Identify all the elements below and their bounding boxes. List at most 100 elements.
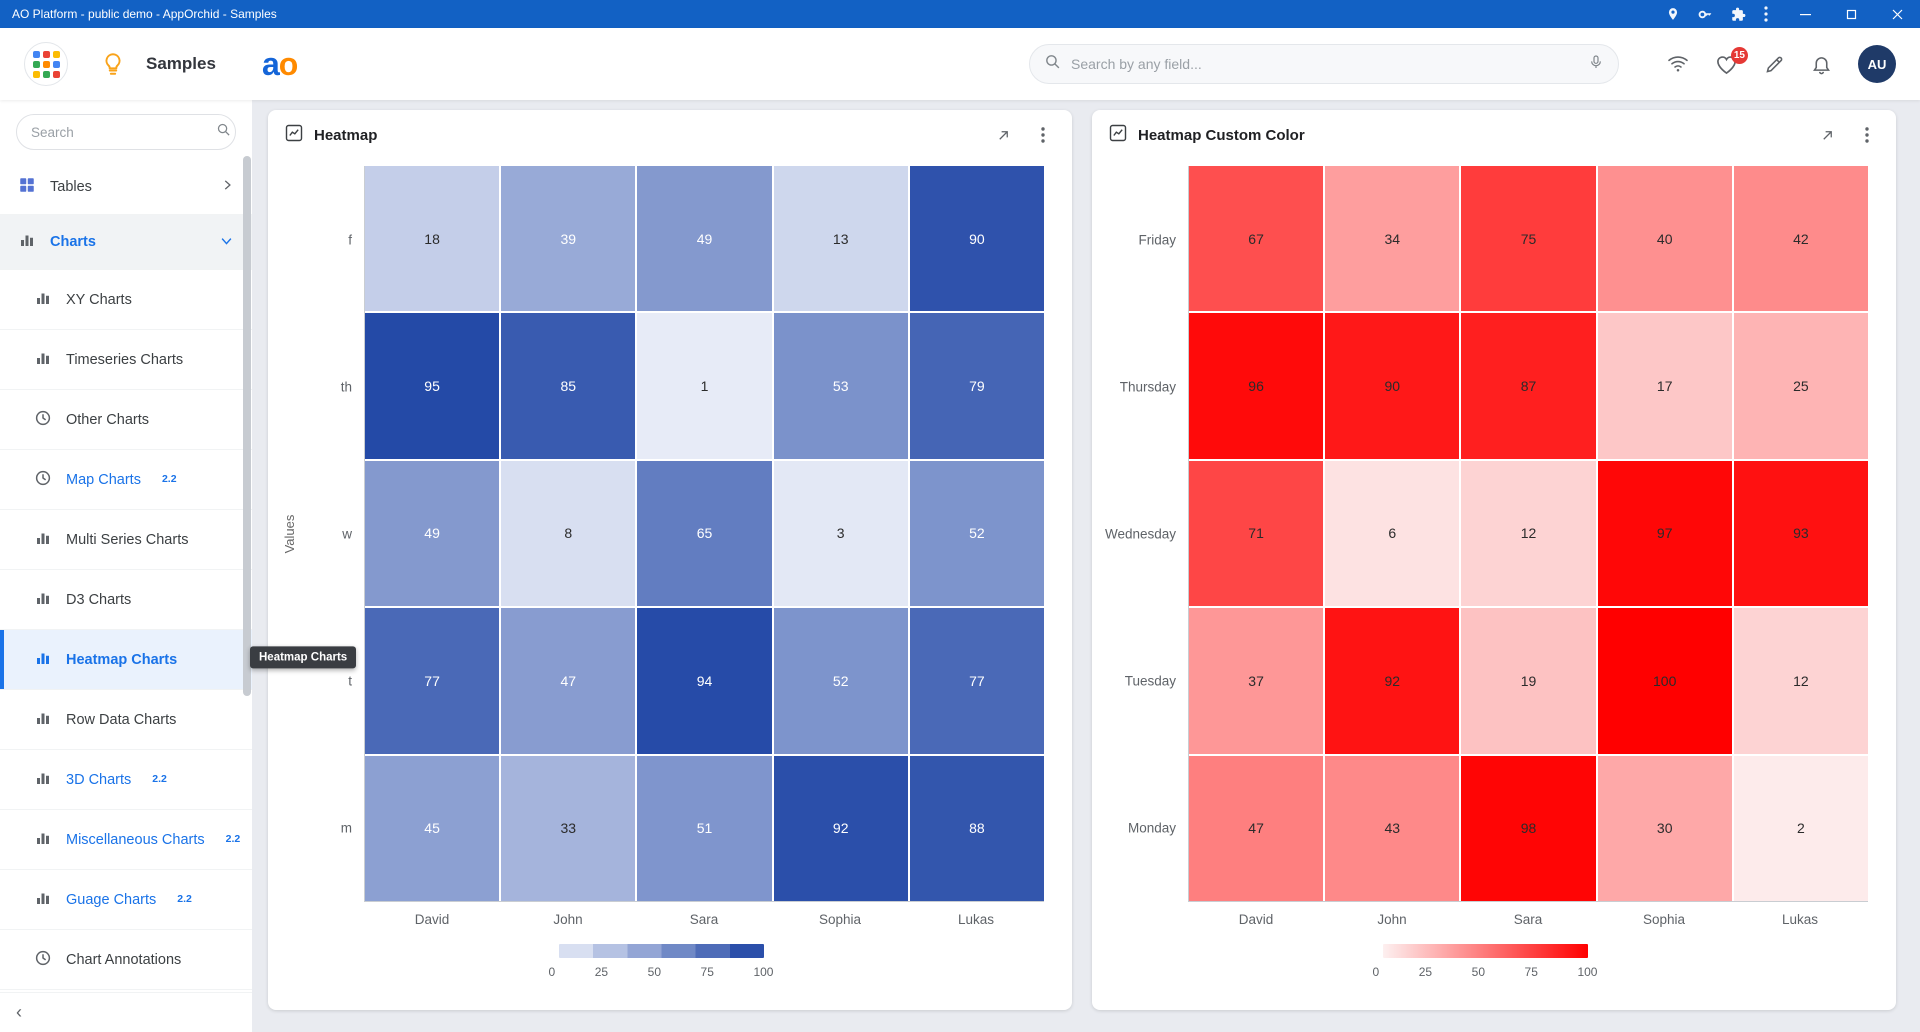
heatmap-cell[interactable]: 30 xyxy=(1597,755,1732,901)
heatmap-cell[interactable]: 92 xyxy=(773,755,908,901)
menu-kebab-icon[interactable] xyxy=(1764,6,1768,22)
x-axis-label: David xyxy=(414,912,450,927)
sidebar-item-guage-charts[interactable]: Guage Charts 2.2 xyxy=(0,870,252,930)
sidebar-search-input[interactable] xyxy=(31,124,208,140)
heatmap-cell[interactable]: 47 xyxy=(501,608,636,754)
heatmap-cell[interactable]: 47 xyxy=(1189,755,1324,901)
heatmap-cell[interactable]: 77 xyxy=(365,608,500,754)
expand-icon[interactable] xyxy=(990,122,1016,148)
heatmap-cell[interactable]: 52 xyxy=(773,608,908,754)
color-legend-gradient[interactable] xyxy=(558,944,764,958)
heatmap-cell[interactable]: 18 xyxy=(365,166,500,312)
sidebar-scrollbar[interactable] xyxy=(242,140,252,988)
extensions-icon[interactable] xyxy=(1731,7,1746,22)
sidebar-item-map-charts[interactable]: Map Charts 2.2 xyxy=(0,450,252,510)
heatmap-cell[interactable]: 6 xyxy=(1325,460,1460,607)
legend-tick-label: 0 xyxy=(1372,965,1380,979)
card-menu-kebab-icon[interactable] xyxy=(1854,122,1880,148)
tooltip: Heatmap Charts xyxy=(250,645,357,668)
sidebar-item-heatmap-charts[interactable]: Heatmap Charts Heatmap Charts xyxy=(0,630,357,690)
sidebar-item-xy-charts[interactable]: XY Charts xyxy=(0,270,252,330)
sidebar-item-chart-annotations[interactable]: Chart Annotations xyxy=(0,930,252,990)
sidebar-item-charts[interactable]: Charts xyxy=(0,215,252,270)
heatmap-cell[interactable]: 67 xyxy=(1189,166,1324,312)
heatmap-cell[interactable]: 13 xyxy=(773,166,908,312)
heatmap-cell[interactable]: 96 xyxy=(1189,313,1324,459)
heatmap-cell[interactable]: 12 xyxy=(1733,608,1868,754)
heatmap-cell[interactable]: 17 xyxy=(1597,313,1732,459)
sidebar-item-3d-charts[interactable]: 3D Charts 2.2 xyxy=(0,750,252,810)
location-icon[interactable] xyxy=(1666,7,1680,21)
sidebar-item-other-charts[interactable]: Other Charts xyxy=(0,390,252,450)
heatmap-cell[interactable]: 98 xyxy=(1461,755,1596,901)
wifi-icon[interactable] xyxy=(1667,55,1689,73)
heatmap-cell[interactable]: 90 xyxy=(909,166,1044,312)
sidebar-item-tables[interactable]: Tables xyxy=(0,160,252,215)
y-axis-label: Friday xyxy=(1138,232,1176,248)
maximize-button[interactable] xyxy=(1828,0,1874,28)
heatmap-cell[interactable]: 43 xyxy=(1325,755,1460,901)
heatmap-cell[interactable]: 19 xyxy=(1461,608,1596,754)
legend-tick-label: 50 xyxy=(1471,965,1485,979)
sidebar-item-label: Heatmap Charts xyxy=(66,651,178,668)
heatmap-cell[interactable]: 12 xyxy=(1461,460,1596,607)
heatmap-cell[interactable]: 25 xyxy=(1733,313,1868,459)
heatmap-cell[interactable]: 42 xyxy=(1733,166,1868,312)
heatmap-cell[interactable]: 1 xyxy=(637,313,772,459)
heatmap-cell[interactable]: 85 xyxy=(501,313,636,459)
sidebar-item-miscellaneous-charts[interactable]: Miscellaneous Charts 2.2 xyxy=(0,810,252,870)
sidebar-collapse-button[interactable]: ‹ xyxy=(0,992,252,1032)
card-menu-kebab-icon[interactable] xyxy=(1030,122,1056,148)
chart-icon xyxy=(18,231,36,253)
heatmap-cell[interactable]: 8 xyxy=(501,460,636,607)
heatmap-cell[interactable]: 3 xyxy=(773,460,908,607)
heatmap-cell[interactable]: 49 xyxy=(637,166,772,312)
heatmap-cell[interactable]: 88 xyxy=(909,755,1044,901)
scrollbar-thumb[interactable] xyxy=(243,156,251,696)
heatmap-cell[interactable]: 79 xyxy=(909,313,1044,459)
expand-icon[interactable] xyxy=(1814,122,1840,148)
heatmap-cell[interactable]: 77 xyxy=(909,608,1044,754)
notifications-bell-icon[interactable] xyxy=(1811,53,1832,75)
sidebar-item-timeseries-charts[interactable]: Timeseries Charts xyxy=(0,330,252,390)
microphone-icon[interactable] xyxy=(1588,53,1604,76)
heatmap-cell[interactable]: 52 xyxy=(909,460,1044,607)
heatmap-cell[interactable]: 2 xyxy=(1733,755,1868,901)
color-legend-gradient[interactable] xyxy=(1382,944,1588,958)
heatmap-cell[interactable]: 90 xyxy=(1325,313,1460,459)
heatmap-cell[interactable]: 71 xyxy=(1189,460,1324,607)
heatmap-cell[interactable]: 100 xyxy=(1597,608,1732,754)
heatmap-cell[interactable]: 93 xyxy=(1733,460,1868,607)
key-icon[interactable] xyxy=(1698,7,1713,22)
heatmap-cell[interactable]: 51 xyxy=(637,755,772,901)
heatmap-cell[interactable]: 45 xyxy=(365,755,500,901)
minimize-button[interactable] xyxy=(1782,0,1828,28)
heatmap-cell[interactable]: 49 xyxy=(365,460,500,607)
heatmap-cell[interactable]: 34 xyxy=(1325,166,1460,312)
heatmap-cell[interactable]: 95 xyxy=(365,313,500,459)
bar-chart-icon xyxy=(34,289,52,311)
heatmap-cell[interactable]: 87 xyxy=(1461,313,1596,459)
sidebar-item-multi-series-charts[interactable]: Multi Series Charts xyxy=(0,510,252,570)
heatmap-cell[interactable]: 65 xyxy=(637,460,772,607)
favorites-heart-icon[interactable]: 15 xyxy=(1715,46,1748,75)
sidebar-item-d3-charts[interactable]: D3 Charts xyxy=(0,570,252,630)
sidebar-item-row-data-charts[interactable]: Row Data Charts xyxy=(0,690,252,750)
pen-icon[interactable] xyxy=(1764,54,1785,75)
close-button[interactable] xyxy=(1874,0,1920,28)
search-icon xyxy=(216,122,231,142)
heatmap-cell[interactable]: 94 xyxy=(637,608,772,754)
heatmap-cell[interactable]: 53 xyxy=(773,313,908,459)
heatmap-cell[interactable]: 33 xyxy=(501,755,636,901)
y-axis-label: f xyxy=(348,232,352,248)
app-launcher-button[interactable] xyxy=(24,42,68,86)
user-avatar[interactable]: AU xyxy=(1858,45,1896,83)
legend-tick-label: 100 xyxy=(753,965,774,979)
heatmap-cell[interactable]: 92 xyxy=(1325,608,1460,754)
heatmap-cell[interactable]: 40 xyxy=(1597,166,1732,312)
heatmap-cell[interactable]: 75 xyxy=(1461,166,1596,312)
heatmap-cell[interactable]: 39 xyxy=(501,166,636,312)
heatmap-cell[interactable]: 37 xyxy=(1189,608,1324,754)
heatmap-cell[interactable]: 97 xyxy=(1597,460,1732,607)
global-search-input[interactable] xyxy=(1071,56,1578,72)
